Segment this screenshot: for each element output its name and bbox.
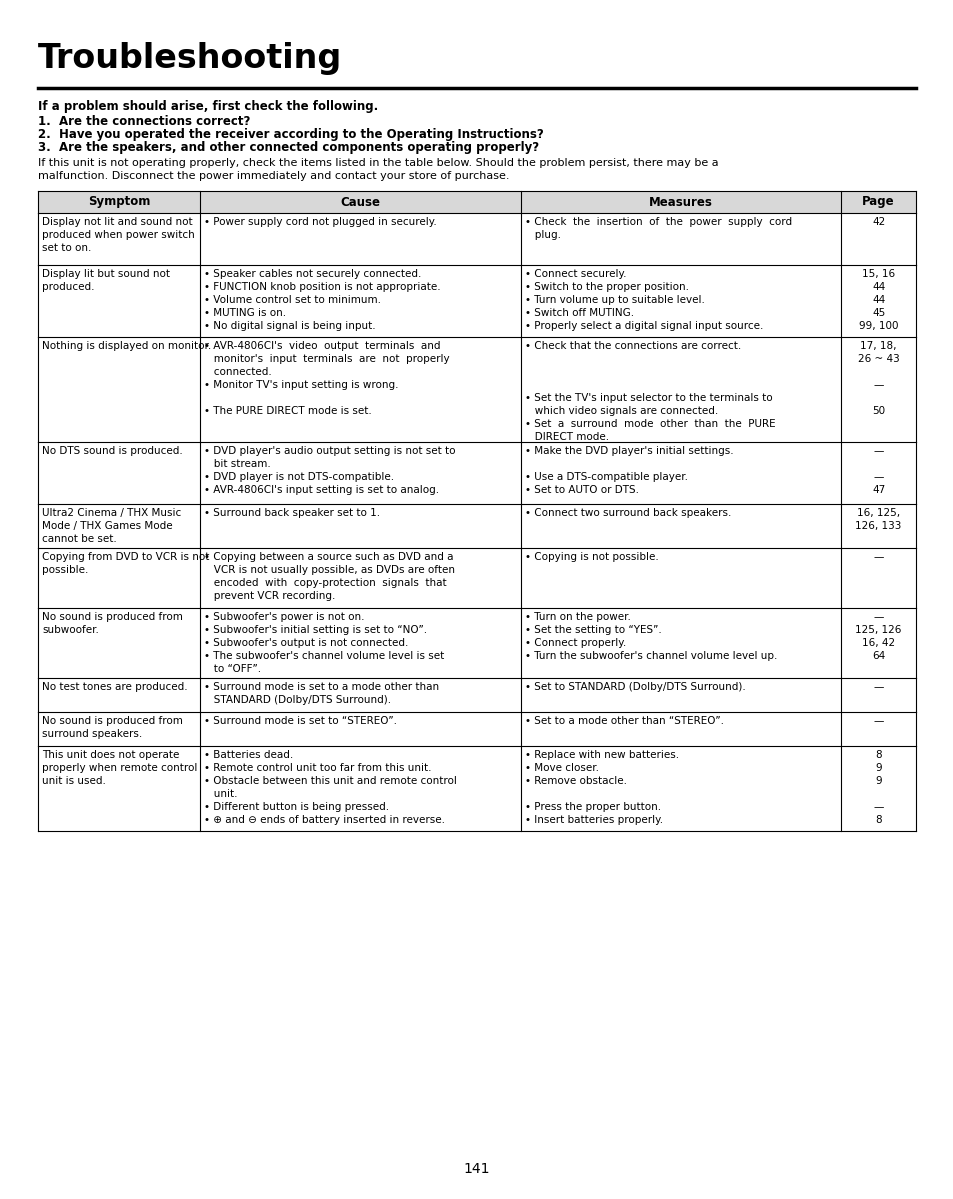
Text: • Power supply cord not plugged in securely.: • Power supply cord not plugged in secur… xyxy=(204,217,436,227)
Text: 8
9
9

—
8: 8 9 9 — 8 xyxy=(873,751,882,825)
Text: • Copying between a source such as DVD and a
   VCR is not usually possible, as : • Copying between a source such as DVD a… xyxy=(204,552,455,601)
Text: No DTS sound is produced.: No DTS sound is produced. xyxy=(42,446,183,456)
Text: • Subwoofer's power is not on.
• Subwoofer's initial setting is set to “NO”.
• S: • Subwoofer's power is not on. • Subwoof… xyxy=(204,611,444,674)
Text: • Batteries dead.
• Remote control unit too far from this unit.
• Obstacle betwe: • Batteries dead. • Remote control unit … xyxy=(204,751,456,825)
Text: 42: 42 xyxy=(871,217,884,227)
Bar xyxy=(38,191,915,213)
Text: 1.  Are the connections correct?: 1. Are the connections correct? xyxy=(38,115,250,128)
Text: Troubleshooting: Troubleshooting xyxy=(38,42,342,76)
Text: 17, 18,
26 ~ 43

—

50: 17, 18, 26 ~ 43 — 50 xyxy=(857,341,899,416)
Text: —: — xyxy=(873,552,882,562)
Text: 2.  Have you operated the receiver according to the Operating Instructions?: 2. Have you operated the receiver accord… xyxy=(38,128,543,141)
Bar xyxy=(38,337,915,442)
Text: —: — xyxy=(873,716,882,727)
Text: • Speaker cables not securely connected.
• FUNCTION knob position is not appropr: • Speaker cables not securely connected.… xyxy=(204,269,440,331)
Bar xyxy=(38,712,915,746)
Text: • Surround back speaker set to 1.: • Surround back speaker set to 1. xyxy=(204,508,380,518)
Text: If a problem should arise, first check the following.: If a problem should arise, first check t… xyxy=(38,100,377,113)
Text: This unit does not operate
properly when remote control
unit is used.: This unit does not operate properly when… xyxy=(42,751,197,787)
Text: • Connect two surround back speakers.: • Connect two surround back speakers. xyxy=(524,508,731,518)
Bar xyxy=(38,608,915,677)
Text: Nothing is displayed on monitor.: Nothing is displayed on monitor. xyxy=(42,341,211,351)
Text: • AVR-4806CI's  video  output  terminals  and
   monitor's  input  terminals  ar: • AVR-4806CI's video output terminals an… xyxy=(204,341,450,416)
Text: No test tones are produced.: No test tones are produced. xyxy=(42,682,188,692)
Bar xyxy=(38,746,915,831)
Text: No sound is produced from
subwoofer.: No sound is produced from subwoofer. xyxy=(42,611,183,635)
Text: Symptom: Symptom xyxy=(88,195,151,209)
Text: 15, 16
44
44
45
99, 100: 15, 16 44 44 45 99, 100 xyxy=(858,269,898,331)
Text: • Set to STANDARD (Dolby/DTS Surround).: • Set to STANDARD (Dolby/DTS Surround). xyxy=(524,682,745,692)
Text: Measures: Measures xyxy=(649,195,712,209)
Text: —
125, 126
16, 42
64: — 125, 126 16, 42 64 xyxy=(855,611,901,661)
Bar xyxy=(38,265,915,337)
Text: Ultra2 Cinema / THX Music
Mode / THX Games Mode
cannot be set.: Ultra2 Cinema / THX Music Mode / THX Gam… xyxy=(42,508,181,544)
Text: No sound is produced from
surround speakers.: No sound is produced from surround speak… xyxy=(42,716,183,739)
Text: • Replace with new batteries.
• Move closer.
• Remove obstacle.

• Press the pro: • Replace with new batteries. • Move clo… xyxy=(524,751,679,825)
Text: • Surround mode is set to a mode other than
   STANDARD (Dolby/DTS Surround).: • Surround mode is set to a mode other t… xyxy=(204,682,439,705)
Bar xyxy=(38,677,915,712)
Bar xyxy=(38,504,915,548)
Text: Page: Page xyxy=(862,195,894,209)
Text: —: — xyxy=(873,682,882,692)
Text: • Connect securely.
• Switch to the proper position.
• Turn volume up to suitabl: • Connect securely. • Switch to the prop… xyxy=(524,269,762,331)
Text: 3.  Are the speakers, and other connected components operating properly?: 3. Are the speakers, and other connected… xyxy=(38,141,538,153)
Text: 16, 125,
126, 133: 16, 125, 126, 133 xyxy=(855,508,901,531)
Bar xyxy=(38,213,915,265)
Text: • DVD player's audio output setting is not set to
   bit stream.
• DVD player is: • DVD player's audio output setting is n… xyxy=(204,446,456,495)
Text: malfunction. Disconnect the power immediately and contact your store of purchase: malfunction. Disconnect the power immedi… xyxy=(38,171,509,181)
Text: Display not lit and sound not
produced when power switch
set to on.: Display not lit and sound not produced w… xyxy=(42,217,194,253)
Text: If this unit is not operating properly, check the items listed in the table belo: If this unit is not operating properly, … xyxy=(38,158,718,168)
Text: • Surround mode is set to “STEREO”.: • Surround mode is set to “STEREO”. xyxy=(204,716,397,727)
Text: Cause: Cause xyxy=(340,195,380,209)
Bar xyxy=(38,442,915,504)
Text: • Copying is not possible.: • Copying is not possible. xyxy=(524,552,658,562)
Text: • Turn on the power.
• Set the setting to “YES”.
• Connect properly.
• Turn the : • Turn on the power. • Set the setting t… xyxy=(524,611,777,661)
Text: —

—
47: — — 47 xyxy=(871,446,884,495)
Text: • Set to a mode other than “STEREO”.: • Set to a mode other than “STEREO”. xyxy=(524,716,723,727)
Text: 141: 141 xyxy=(463,1162,490,1176)
Text: Copying from DVD to VCR is not
possible.: Copying from DVD to VCR is not possible. xyxy=(42,552,209,576)
Text: • Make the DVD player's initial settings.

• Use a DTS-compatible player.
• Set : • Make the DVD player's initial settings… xyxy=(524,446,733,495)
Bar xyxy=(38,548,915,608)
Text: • Check that the connections are correct.



• Set the TV's input selector to th: • Check that the connections are correct… xyxy=(524,341,775,442)
Text: • Check  the  insertion  of  the  power  supply  cord
   plug.: • Check the insertion of the power suppl… xyxy=(524,217,791,240)
Text: Display lit but sound not
produced.: Display lit but sound not produced. xyxy=(42,269,170,293)
